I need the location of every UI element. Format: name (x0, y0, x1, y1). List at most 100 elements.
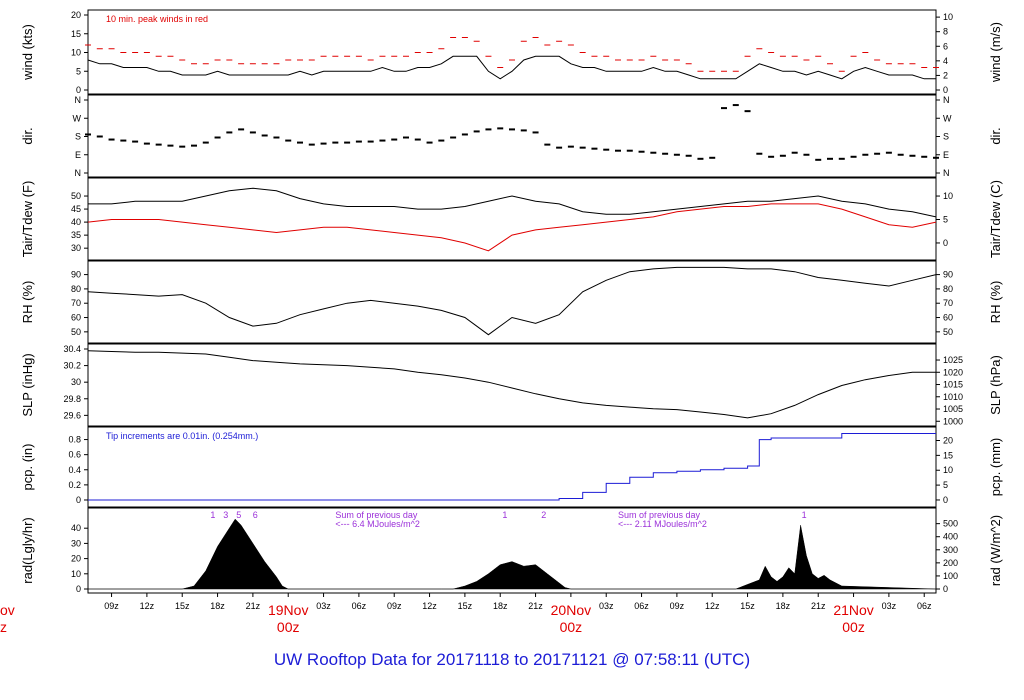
rtick-label-dir: N (943, 168, 950, 178)
event-label: 3 (223, 510, 228, 520)
panel-frame-temp (87, 177, 937, 261)
ytick-label-slp: 29.8 (63, 394, 81, 404)
rtick-label-rad: 200 (943, 558, 958, 568)
rtick-label-temp: 10 (943, 191, 953, 201)
rtick-label-rad: 0 (943, 584, 948, 594)
ylabel-temp: Tair/Tdew (F) (20, 181, 35, 258)
rtick-label-wind: 8 (943, 27, 948, 37)
annotation-pcp: Tip increments are 0.01in. (0.254mm.) (106, 431, 258, 441)
xtick-label: 18z (493, 601, 508, 611)
ytick-label-temp: 45 (71, 204, 81, 214)
xtick-label: 15z (740, 601, 755, 611)
xtick-label: 15z (175, 601, 190, 611)
rtick-label-rad: 400 (943, 532, 958, 542)
ytick-label-rad: 40 (71, 523, 81, 533)
rtick-label-rad: 300 (943, 545, 958, 555)
ytick-label-wind: 0 (76, 85, 81, 95)
xtick-label: 09z (387, 601, 402, 611)
xtick-label: 06z (917, 601, 932, 611)
ytick-label-wind: 15 (71, 29, 81, 39)
xtick-label: 06z (634, 601, 649, 611)
ytick-label-rad: 20 (71, 554, 81, 564)
ytick-label-slp: 30 (71, 377, 81, 387)
event-label: 2 (541, 510, 546, 520)
xtick-label: 06z (352, 601, 367, 611)
series-line-rh (87, 266, 937, 336)
ytick-label-rh: 80 (71, 284, 81, 294)
series-line-temp (87, 203, 937, 252)
chart-title: UW Rooftop Data for 20171118 to 20171121… (273, 650, 751, 669)
ylabel-dir: dir. (20, 127, 35, 144)
xtick-label: 21z (811, 601, 826, 611)
series-area-rad (88, 518, 937, 590)
ytick-label-slp: 30.2 (63, 361, 81, 371)
ytick-label-temp: 35 (71, 230, 81, 240)
rtick-label-dir: W (943, 113, 952, 123)
xtick-label: 03z (599, 601, 614, 611)
rtick-label-slp: 1010 (943, 392, 963, 402)
ylabel-rad: rad(Lgly/hr) (20, 517, 35, 583)
rtick-label-slp: 1025 (943, 355, 963, 365)
xtick-label: 12z (140, 601, 155, 611)
xtick-label: 09z (104, 601, 119, 611)
ylabel-right-dir: dir. (988, 127, 1003, 144)
rtick-label-dir: S (943, 132, 949, 142)
event-label: 1 (502, 510, 507, 520)
ytick-label-rh: 90 (71, 270, 81, 280)
day-label: 19Nov (268, 602, 308, 618)
xtick-label: 21z (246, 601, 261, 611)
xtick-label: 15z (458, 601, 473, 611)
rtick-label-rad: 100 (943, 571, 958, 581)
panel-frame-rad (87, 507, 937, 594)
day-time-label: 00z (560, 619, 583, 635)
ytick-label-temp: 30 (71, 243, 81, 253)
rtick-label-rh: 80 (943, 284, 953, 294)
ytick-label-temp: 40 (71, 217, 81, 227)
ytick-label-dir: W (73, 113, 82, 123)
rtick-label-slp: 1000 (943, 416, 963, 426)
day-time-label: 00z (842, 619, 865, 635)
rtick-label-wind: 6 (943, 41, 948, 51)
day-time-label: 00z (277, 619, 300, 635)
ytick-label-wind: 5 (76, 66, 81, 76)
ytick-label-temp: 50 (71, 191, 81, 201)
rtick-label-wind: 10 (943, 12, 953, 22)
radiation-sum-annotation: <--- 6.4 MJoules/m^2 (335, 519, 420, 529)
rtick-label-slp: 1015 (943, 380, 963, 390)
ylabel-wind: wind (kts) (20, 24, 35, 81)
ytick-label-rad: 30 (71, 538, 81, 548)
ytick-label-rh: 60 (71, 313, 81, 323)
series-line-slp (87, 350, 936, 419)
rtick-label-rh: 60 (943, 313, 953, 323)
rtick-label-temp: 5 (943, 215, 948, 225)
annotation-wind: 10 min. peak winds in red (106, 14, 208, 24)
series-line-wind (87, 55, 936, 80)
ylabel-right-pcp: pcp. (mm) (988, 438, 1003, 497)
xtick-label: 18z (776, 601, 791, 611)
rtick-label-rh: 90 (943, 270, 953, 280)
day-label-cut: ov (0, 602, 15, 618)
ylabel-rh: RH (%) (20, 281, 35, 324)
rtick-label-pcp: 15 (943, 450, 953, 460)
ytick-label-wind: 10 (71, 48, 81, 58)
xtick-label: 12z (422, 601, 437, 611)
ytick-label-dir: S (75, 132, 81, 142)
ylabel-right-slp: SLP (hPa) (988, 355, 1003, 415)
panel-frame-rh (87, 260, 937, 344)
rtick-label-rad: 500 (943, 519, 958, 529)
rtick-label-pcp: 10 (943, 465, 953, 475)
ytick-label-dir: N (75, 95, 82, 105)
ylabel-pcp: pcp. (in) (20, 444, 35, 491)
ytick-label-pcp: 0.8 (68, 435, 81, 445)
rtick-label-wind: 0 (943, 85, 948, 95)
rtick-label-pcp: 0 (943, 495, 948, 505)
radiation-sum-annotation: <--- 2.11 MJoules/m^2 (618, 519, 707, 529)
ylabel-right-temp: Tair/Tdew (C) (988, 180, 1003, 258)
xtick-label: 09z (670, 601, 685, 611)
ylabel-slp: SLP (inHg) (20, 353, 35, 416)
ytick-label-slp: 29.6 (63, 410, 81, 420)
day-label: 20Nov (551, 602, 591, 618)
ylabel-right-rh: RH (%) (988, 281, 1003, 324)
event-label: 6 (253, 510, 258, 520)
ytick-label-wind: 20 (71, 10, 81, 20)
